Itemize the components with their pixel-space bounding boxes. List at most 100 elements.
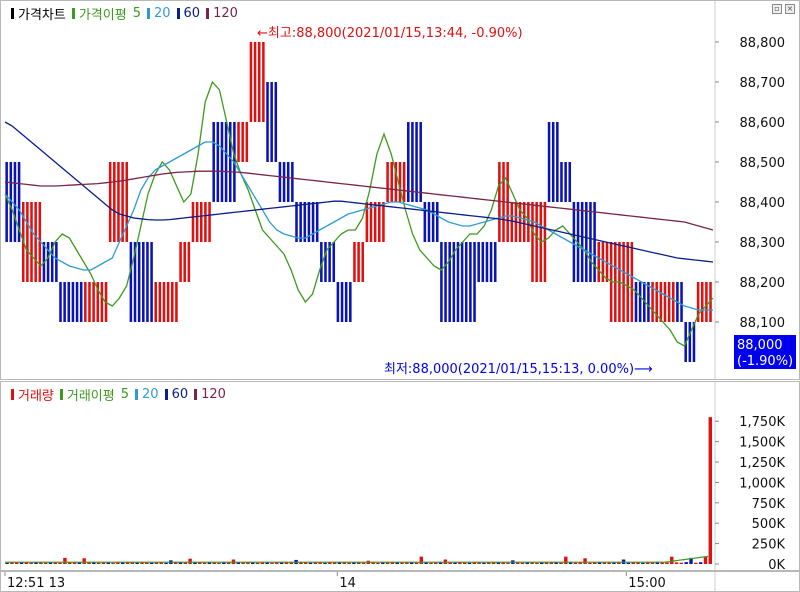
last-price-box — [734, 335, 796, 369]
price-candle — [411, 122, 414, 202]
price-candle — [576, 202, 580, 282]
volume-chart-panel[interactable]: 거래량 거래이평 5 20 60 120 0K 250K 500K 750K 1,000… — [0, 381, 800, 571]
price-candle — [551, 122, 555, 202]
volume-bar — [275, 562, 279, 564]
price-candle — [146, 242, 149, 322]
price-candle — [671, 282, 675, 322]
price-candle — [237, 122, 240, 162]
volume-bar — [24, 562, 29, 564]
legend-swatch-icon — [71, 8, 75, 19]
price-candle — [556, 122, 559, 202]
price-candle — [5, 162, 8, 242]
price-candle — [593, 202, 596, 282]
volume-ytick-label: 1,250K — [739, 456, 785, 471]
price-candle — [295, 202, 298, 242]
volume-bar — [140, 562, 144, 564]
volume-bar — [72, 561, 77, 564]
price-candle — [100, 282, 104, 322]
volume-bar — [304, 562, 308, 564]
price-candle — [270, 82, 273, 162]
price-candle — [38, 202, 42, 282]
legend-volume-ma: 거래이평 — [66, 389, 115, 404]
price-candle — [435, 202, 439, 242]
price-candle — [30, 202, 33, 282]
time-tick-label: 14 — [339, 576, 356, 591]
price-candle — [332, 242, 336, 282]
volume-bar — [612, 562, 616, 564]
price-chart-panel[interactable]: 가격차트 가격이평 5 20 60 120 ▫ × 88,100 88,200 88… — [0, 0, 800, 380]
legend-swatch-icon — [11, 8, 14, 19]
volume-bar — [419, 556, 424, 564]
price-candle — [154, 282, 157, 322]
legend-price-chart: 가격차트 — [18, 8, 66, 23]
volume-bar — [400, 562, 404, 564]
price-candle — [108, 162, 112, 242]
volume-bar — [525, 562, 529, 564]
price-candle — [303, 202, 307, 242]
volume-bar — [87, 562, 91, 564]
volume-bar — [708, 417, 712, 564]
volume-ytick-label: 0K — [768, 558, 785, 570]
volume-bar — [520, 562, 525, 564]
price-candle — [291, 162, 294, 202]
volume-bar — [592, 562, 597, 564]
volume-bar — [202, 562, 207, 564]
volume-bar — [337, 561, 342, 564]
minimize-icon[interactable]: ▫ — [772, 4, 782, 14]
price-candle — [121, 162, 124, 242]
price-candle — [183, 242, 186, 282]
volume-bar — [149, 562, 154, 564]
volume-bar — [694, 562, 698, 564]
price-candle — [518, 202, 522, 242]
price-candle — [398, 162, 402, 202]
price-candle — [282, 162, 286, 202]
price-candle — [634, 282, 638, 322]
close-icon[interactable]: × — [785, 4, 795, 14]
price-candle — [510, 202, 514, 242]
price-candle — [481, 242, 485, 282]
volume-bar — [376, 562, 380, 564]
price-candle — [473, 242, 476, 322]
price-candle — [55, 242, 58, 282]
price-candle — [26, 202, 29, 282]
price-candle — [340, 282, 344, 322]
volume-bar — [58, 562, 62, 564]
legend-swatch-icon — [59, 389, 63, 400]
price-candle — [266, 82, 269, 162]
volume-bar — [434, 562, 438, 564]
volume-bar — [29, 562, 33, 564]
volume-bar — [198, 562, 202, 564]
legend-swatch-icon — [194, 389, 198, 400]
legend-swatch-icon — [176, 8, 180, 19]
price-ma-20-line — [4, 141, 713, 311]
volume-bar — [462, 562, 467, 564]
price-candle — [365, 202, 369, 242]
price-window-controls: ▫ × — [772, 4, 795, 14]
price-candle — [452, 242, 456, 322]
price-ytick-label: 88,600 — [740, 116, 786, 131]
price-candle — [568, 162, 572, 202]
volume-bar — [698, 562, 703, 564]
volume-ytick-label: 1,000K — [739, 476, 785, 491]
volume-bar — [342, 562, 346, 564]
price-candle — [158, 282, 162, 322]
price-ma-120-line — [4, 170, 714, 231]
price-candle — [456, 242, 460, 322]
legend-price-ma: 가격이평 — [78, 8, 127, 23]
price-candle — [427, 202, 431, 242]
price-candle — [680, 282, 683, 322]
volume-bar — [313, 562, 318, 564]
price-candle — [638, 282, 642, 322]
price-ytick-label: 88,300 — [740, 236, 786, 251]
price-candle — [96, 282, 100, 322]
volume-bar — [130, 562, 135, 564]
price-candle — [137, 242, 141, 322]
price-chart-plot[interactable]: 88,100 88,200 88,300 88,400 88,500 88,600 88,7… — [1, 1, 799, 379]
price-candle — [253, 42, 257, 122]
volume-chart-plot[interactable]: 0K 250K 500K 750K 1,000K 1,250K 1,500K 1,750K — [1, 382, 799, 570]
volume-bar — [217, 562, 221, 564]
time-axis-labels: 12:51 13 14 15:00 — [4, 572, 716, 591]
price-candle — [171, 282, 174, 322]
price-candle — [46, 242, 50, 282]
volume-bar — [381, 562, 385, 564]
